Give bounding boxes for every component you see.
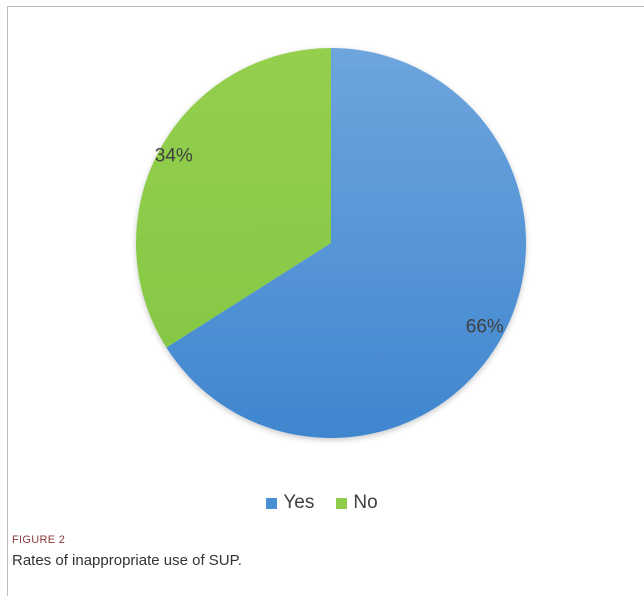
- pie-slice-no: [136, 48, 331, 348]
- legend-entry-yes: Yes: [266, 492, 314, 514]
- legend-entry-no: No: [336, 492, 378, 514]
- legend-swatch-yes: [266, 497, 278, 509]
- slice-label-no: 34%: [155, 146, 193, 167]
- caption-text: Rates of inappropriate use of SUP.: [12, 552, 242, 569]
- figure-frame: [7, 6, 644, 596]
- legend-swatch-no: [336, 497, 348, 509]
- pie-slice-yes: [166, 48, 527, 438]
- slice-label-yes: 66%: [466, 317, 504, 338]
- legend: Yes No: [0, 492, 644, 514]
- figure-number: FIGURE 2: [12, 534, 66, 546]
- legend-label-yes: Yes: [283, 492, 315, 513]
- pie-chart: 66% 34%: [136, 48, 527, 438]
- legend-label-no: No: [353, 492, 378, 513]
- figure-caption: FIGURE 2 Rates of inappropriate use of S…: [12, 534, 242, 569]
